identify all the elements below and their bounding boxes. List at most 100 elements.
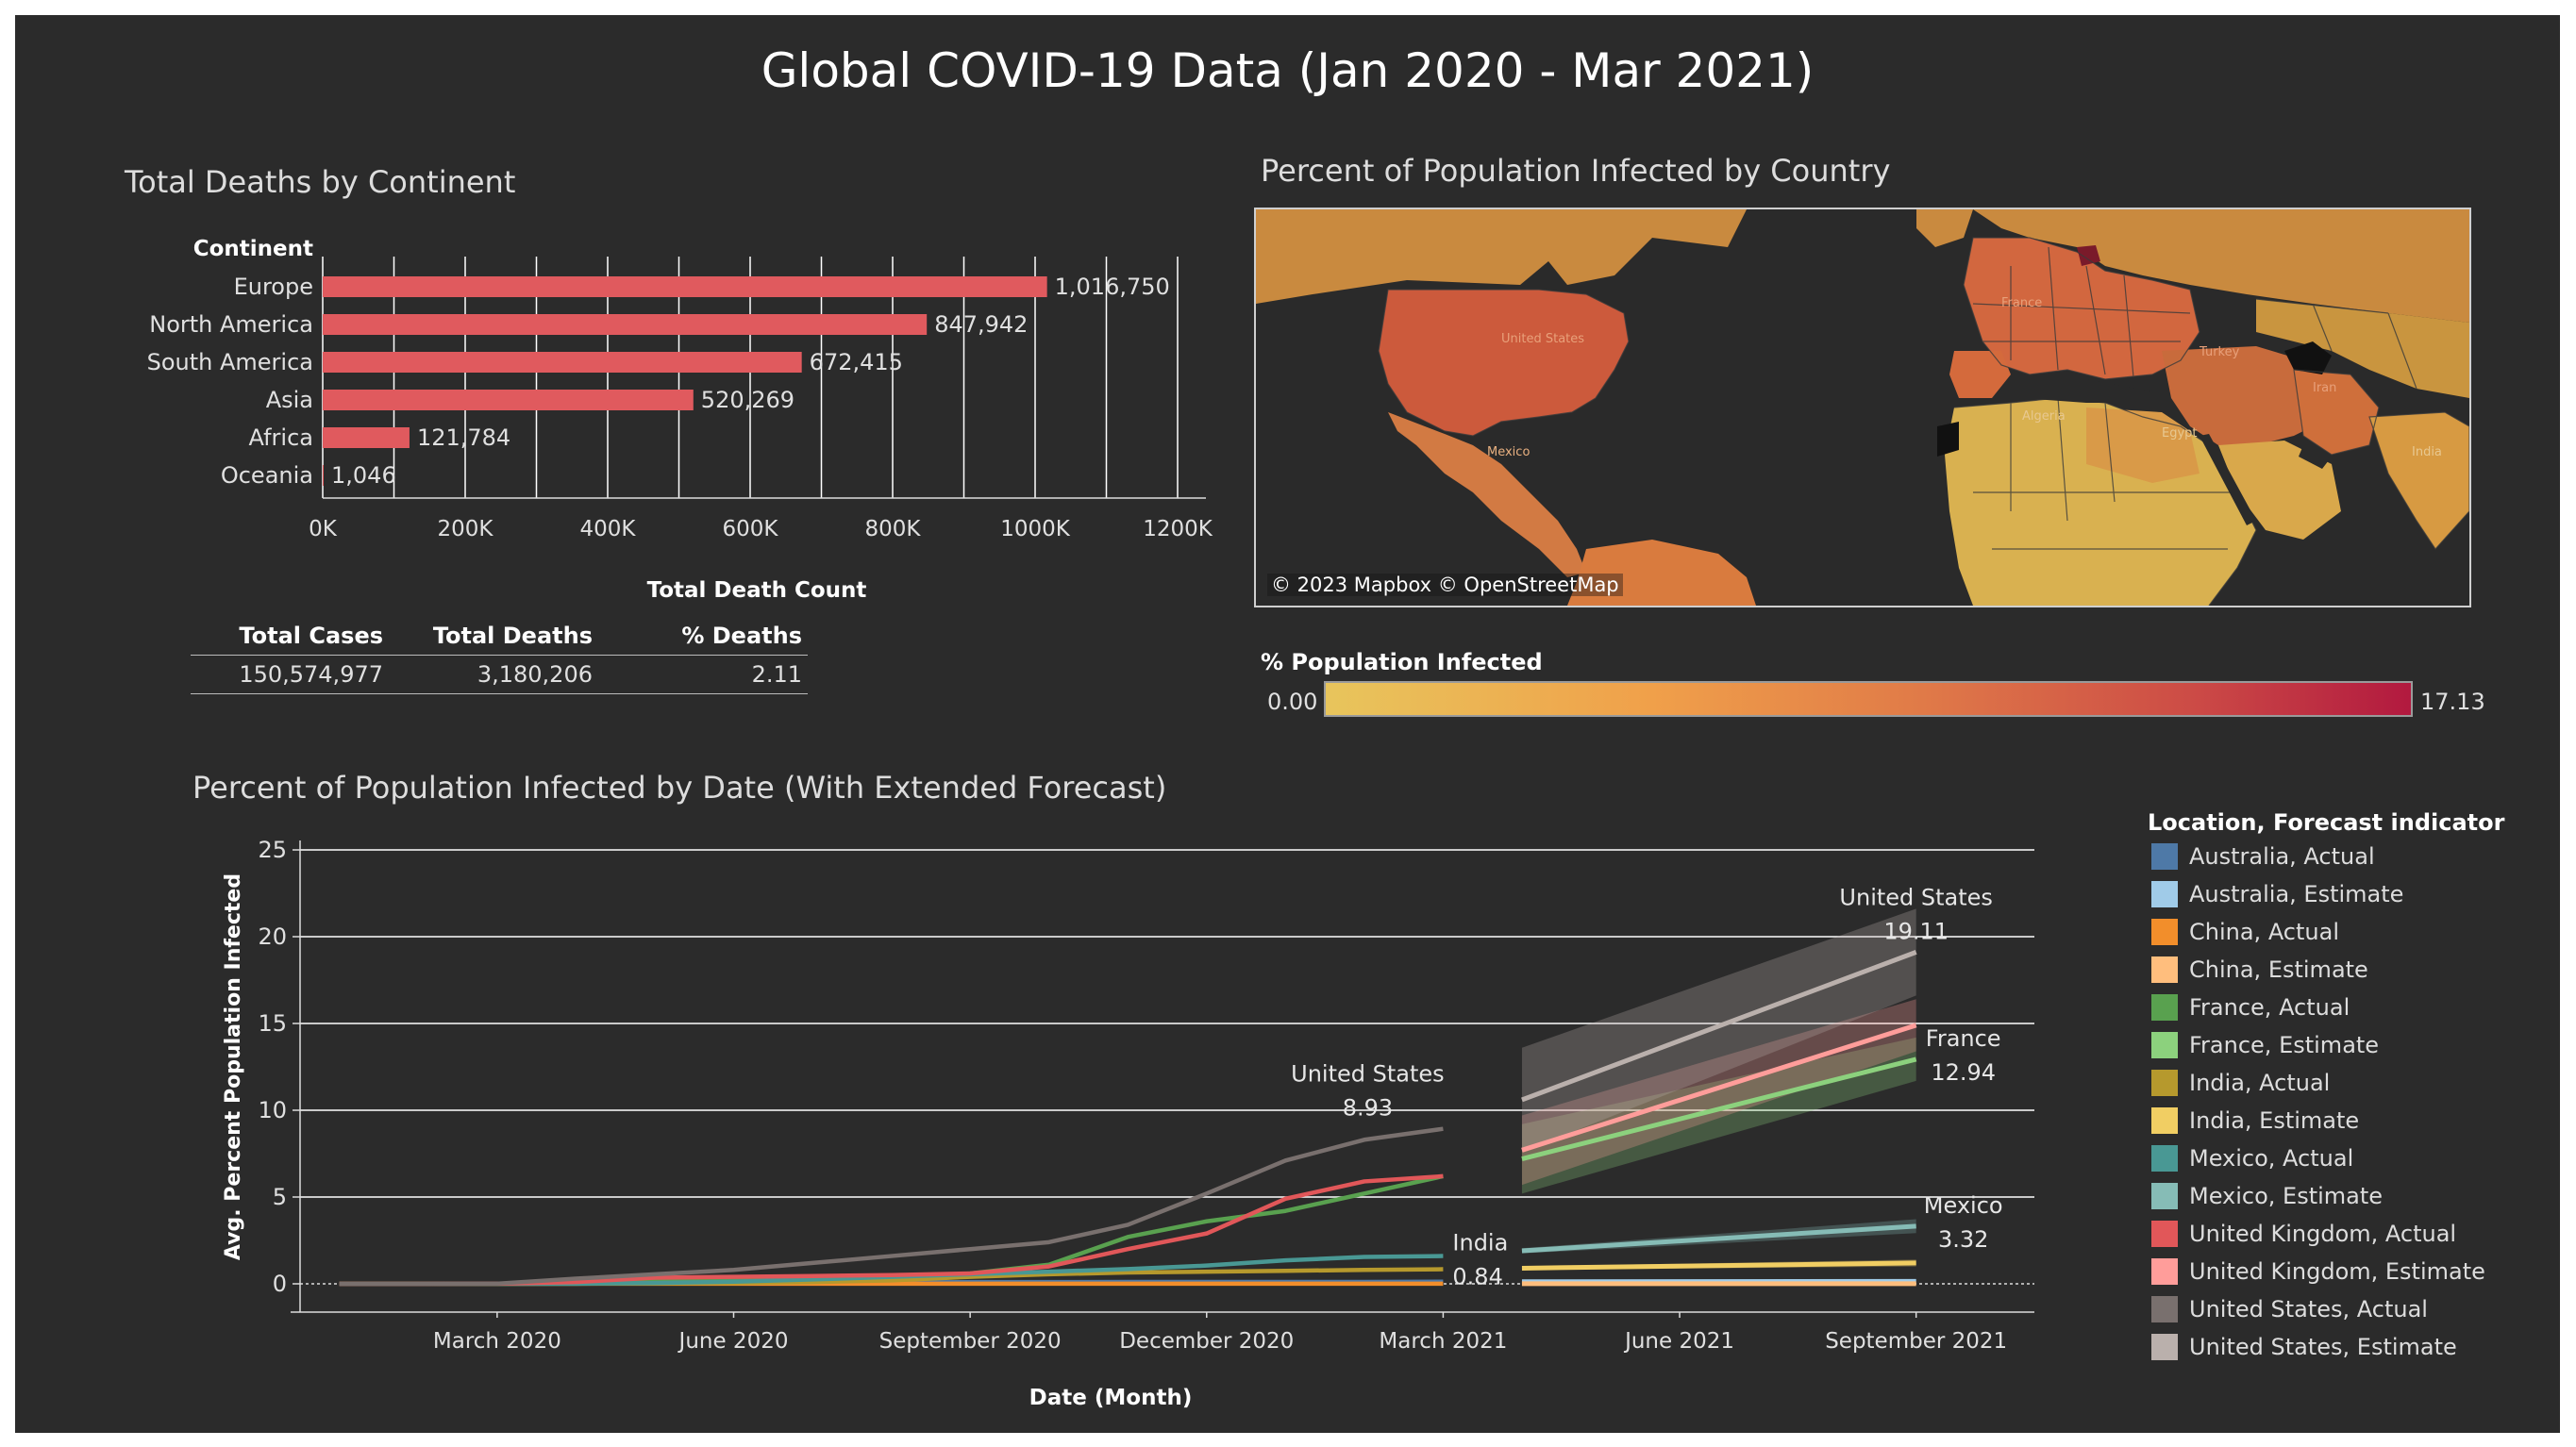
bar: [323, 465, 324, 486]
bar-category-label: Asia: [266, 387, 313, 413]
series-line: [1521, 950, 1917, 1103]
bar-category-header: Continent: [193, 237, 313, 261]
y-tick-label: 10: [258, 1097, 287, 1123]
legend-label: China, Estimate: [2189, 956, 2368, 983]
bar-category-label: Africa: [249, 424, 313, 451]
bar-category-label: Oceania: [221, 462, 313, 489]
bar: [323, 427, 410, 448]
legend-swatch: [2151, 1334, 2178, 1360]
legend-label: United States, Actual: [2189, 1296, 2428, 1322]
annotation-label: United States: [1291, 1061, 1445, 1088]
map-label-united-states: United States: [1501, 332, 1585, 346]
dashboard: Global COVID-19 Data (Jan 2020 - Mar 202…: [15, 15, 2560, 1433]
series-line: [1521, 1056, 1917, 1161]
bar-tick-label: 800K: [865, 517, 922, 541]
legend-item[interactable]: China, Actual: [2151, 913, 2485, 951]
x-tick-label: September 2021: [1825, 1329, 2007, 1354]
legend-item[interactable]: Australia, Actual: [2151, 838, 2485, 875]
bar: [323, 352, 802, 373]
bar-value-label: 1,046: [331, 462, 396, 489]
legend-label: Mexico, Actual: [2189, 1145, 2354, 1172]
annotation-value: 19.11: [1883, 918, 1949, 944]
line-legend-title: Location, Forecast indicator: [2148, 809, 2505, 836]
forecast-band: [1521, 999, 1916, 1186]
legend-label: France, Actual: [2189, 994, 2350, 1021]
legend-swatch: [2151, 1221, 2178, 1247]
map-legend-max: 17.13: [2420, 689, 2485, 715]
infection-timeline-chart: 0 5 10 15 20 25 March 2020 June 2020 September 2…: [222, 837, 2034, 1410]
legend-item[interactable]: France, Estimate: [2151, 1026, 2485, 1064]
legend-swatch: [2151, 843, 2178, 870]
summary-table: Total Cases Total Deaths % Deaths 150,57…: [191, 623, 808, 694]
map-region-iran: [2294, 370, 2379, 455]
legend-swatch: [2151, 956, 2178, 983]
bar: [323, 390, 694, 410]
legend-item[interactable]: China, Estimate: [2151, 951, 2485, 989]
legend-item[interactable]: United Kingdom, Estimate: [2151, 1253, 2485, 1290]
legend-label: United Kingdom, Estimate: [2189, 1258, 2485, 1285]
total-deaths-value: 3,180,206: [477, 661, 593, 688]
legend-item[interactable]: United Kingdom, Actual: [2151, 1215, 2485, 1253]
legend-swatch: [2151, 919, 2178, 945]
bar: [323, 276, 1047, 297]
infection-map[interactable]: United States Mexico France Algeria Egyp…: [1254, 208, 2471, 607]
annotation-label: France: [1926, 1025, 2001, 1052]
y-tick-label: 0: [273, 1271, 287, 1297]
x-tick-label: March 2020: [433, 1329, 561, 1354]
legend-label: India, Estimate: [2189, 1107, 2360, 1134]
annotation-value: 0.84: [1452, 1264, 1502, 1290]
x-tick-label: December 2020: [1119, 1329, 1294, 1354]
bar-category-label: South America: [147, 349, 313, 375]
annotation-label: United States: [1839, 884, 1993, 910]
total-cases-value: 150,574,977: [239, 661, 383, 688]
map-legend-min: 0.00: [1267, 689, 1318, 715]
bar-value-label: 672,415: [810, 349, 903, 375]
legend-item[interactable]: France, Actual: [2151, 989, 2485, 1026]
map-color-scale: [1324, 681, 2413, 717]
legend-label: United States, Estimate: [2189, 1334, 2457, 1360]
bar-tick-label: 0K: [309, 517, 338, 541]
y-tick-label: 5: [273, 1184, 287, 1210]
line-legend: Australia, Actual Australia, Estimate Chin…: [2151, 838, 2485, 1366]
map-label-iran: Iran: [2313, 381, 2337, 395]
legend-item[interactable]: Mexico, Estimate: [2151, 1177, 2485, 1215]
legend-swatch: [2151, 1107, 2178, 1134]
legend-item[interactable]: India, Estimate: [2151, 1102, 2485, 1139]
x-tick-label: June 2020: [677, 1329, 789, 1354]
legend-label: Australia, Actual: [2189, 843, 2375, 870]
bar-tick-label: 400K: [580, 517, 637, 541]
legend-label: India, Actual: [2189, 1070, 2331, 1096]
percent-deaths-header: % Deaths: [681, 623, 802, 649]
legend-item[interactable]: Mexico, Actual: [2151, 1139, 2485, 1177]
bar-value-label: 520,269: [701, 387, 795, 413]
forecast-band: [1521, 908, 1916, 1153]
summary-header-row: Total Cases Total Deaths % Deaths: [191, 623, 808, 656]
legend-item[interactable]: United States, Actual: [2151, 1290, 2485, 1328]
total-cases-header: Total Cases: [239, 623, 383, 649]
bar-tick-label: 1000K: [1000, 517, 1071, 541]
map-attribution[interactable]: © 2023 Mapbox © OpenStreetMap: [1267, 574, 1623, 596]
series-line: [339, 1173, 1444, 1287]
map-label-algeria: Algeria: [2022, 409, 2066, 424]
x-tick-label: September 2020: [879, 1329, 1062, 1354]
map-panel-title: Percent of Population Infected by Countr…: [1261, 153, 1891, 189]
legend-label: United Kingdom, Actual: [2189, 1221, 2457, 1247]
legend-label: China, Actual: [2189, 919, 2339, 945]
y-axis-title: Avg. Percent Population Infected: [222, 873, 245, 1260]
map-region-egypt: [2086, 407, 2200, 483]
bar-category-label: Europe: [234, 274, 313, 300]
map-label-india: India: [2412, 445, 2442, 459]
bar-panel-title: Total Deaths by Continent: [125, 164, 516, 200]
legend-item[interactable]: Australia, Estimate: [2151, 875, 2485, 913]
bar-tick-label: 600K: [723, 517, 779, 541]
y-tick-label: 15: [258, 1010, 287, 1037]
legend-item[interactable]: India, Actual: [2151, 1064, 2485, 1102]
map-label-turkey: Turkey: [2200, 345, 2240, 359]
series-line: [1521, 1260, 1916, 1271]
legend-swatch: [2151, 1032, 2178, 1058]
series-line: [1521, 1023, 1917, 1153]
x-axis-title: Date (Month): [1029, 1386, 1193, 1410]
deaths-by-continent-chart: Continent Europe 1,016,750 North America 847…: [147, 237, 1213, 603]
map-label-france: France: [2001, 296, 2043, 310]
legend-item[interactable]: United States, Estimate: [2151, 1328, 2485, 1366]
